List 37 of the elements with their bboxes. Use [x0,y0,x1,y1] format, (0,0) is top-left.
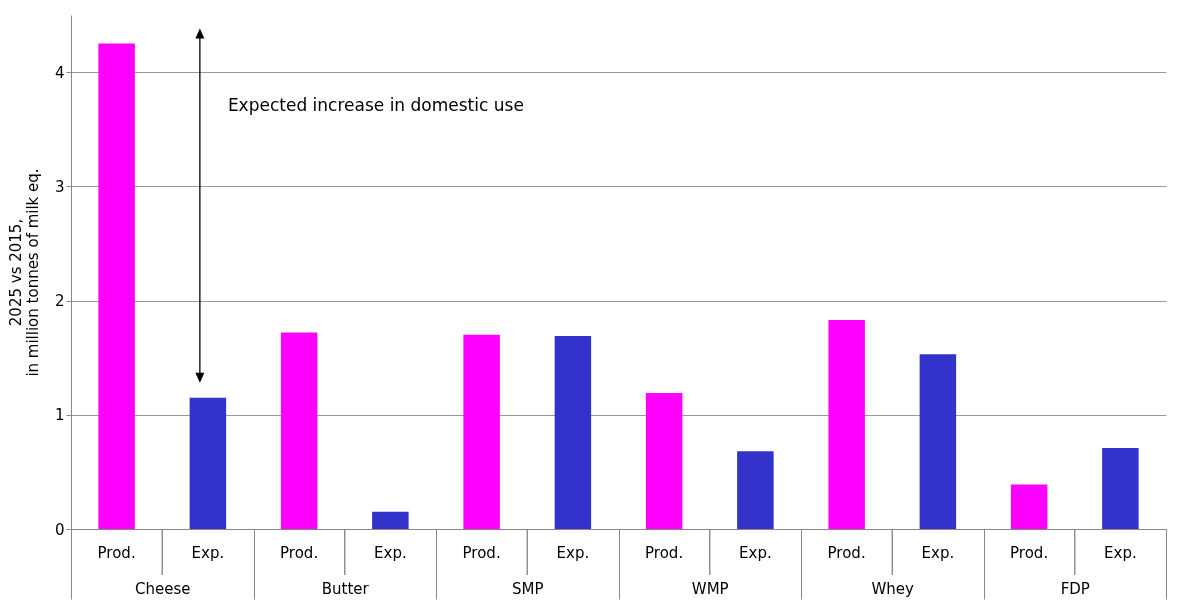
x-tick-label: FDP [1060,579,1090,598]
annotation: Expected increase in domestic use [227,95,524,116]
text: Prod. [1010,544,1049,562]
bar [372,511,409,529]
text: Exp. [1104,544,1137,562]
bar [189,397,227,529]
y-tick-label: 4 [54,63,65,82]
series-label: Exp. [191,544,225,562]
bar [463,334,500,529]
text: Exp. [921,544,955,562]
bar [1102,447,1139,529]
bar [1010,484,1048,529]
text: Prod. [97,544,136,562]
bar [737,451,774,529]
bar [828,319,865,529]
x-tick-label: Whey [871,579,915,598]
text: Prod. [827,544,866,562]
text: Prod. [280,544,319,562]
y-tick-label: 3 [54,177,65,196]
bar [280,332,318,529]
bar [645,393,683,529]
y-tick-label: 2 [54,292,65,311]
text: Prod. [462,544,501,562]
bar [919,354,957,529]
x-tick-label: WMP [691,579,729,598]
x-tick-label: Cheese [135,579,191,598]
text: Exp. [739,544,772,562]
bar [554,335,592,529]
text: Exp. [556,544,590,562]
x-tick-label: SMP [511,579,544,598]
series-label: Prod. [645,544,684,562]
bar [98,43,135,529]
text: Exp. [374,544,407,562]
y-axis-title: 2025 vs 2015, in million tonnes of milk eq. [6,168,42,377]
y-tick-label: 0 [54,520,65,539]
x-tick-label: Butter [321,579,370,598]
y-tick-label: 1 [54,406,65,425]
